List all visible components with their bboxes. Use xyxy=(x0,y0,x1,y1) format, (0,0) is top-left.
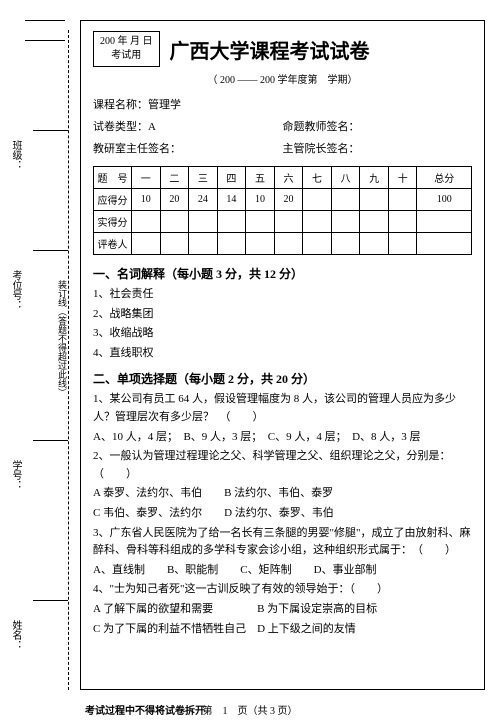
score-cell: 六 xyxy=(274,167,303,189)
sec1-item: 3、收缩战略 xyxy=(93,325,472,343)
dean-label: 主管院长签名： xyxy=(283,140,473,156)
score-cell: 二 xyxy=(160,167,189,189)
score-row-label: 评卷人 xyxy=(94,233,132,255)
score-cell xyxy=(331,211,360,233)
score-cell: 14 xyxy=(217,189,246,211)
score-table: 题 号一二三四五六七八九十总分应得分102024141020100实得分评卷人 xyxy=(93,166,472,255)
score-cell xyxy=(217,211,246,233)
score-cell xyxy=(303,189,332,211)
score-row-label: 实得分 xyxy=(94,211,132,233)
score-cell: 五 xyxy=(246,167,275,189)
score-cell xyxy=(388,211,417,233)
score-cell xyxy=(246,211,275,233)
label-xingming: 姓名： xyxy=(8,620,23,650)
score-cell: 三 xyxy=(189,167,218,189)
score-row-label: 题 号 xyxy=(94,167,132,189)
score-cell xyxy=(417,211,472,233)
title-row: 200 年 月 日 考试用 广西大学课程考试试卷 xyxy=(93,31,472,67)
sec1-item: 1、社会责任 xyxy=(93,286,472,304)
q3: 3、广东省人民医院为了给一名长有三条腿的男婴"修腿"，成立了由放射科、麻醉科、骨… xyxy=(93,525,472,560)
line-banji xyxy=(33,130,68,131)
score-cell xyxy=(388,233,417,255)
line-xuehao xyxy=(33,440,68,441)
score-cell xyxy=(160,211,189,233)
score-cell: 一 xyxy=(132,167,161,189)
sign-line: 教研室主任签名： 主管院长签名： xyxy=(93,140,472,156)
main-title: 广西大学课程考试试卷 xyxy=(170,35,370,64)
score-cell xyxy=(360,189,389,211)
score-cell xyxy=(331,189,360,211)
score-cell: 10 xyxy=(246,189,275,211)
section2-title: 二、单项选择题（每小题 2 分，共 20 分） xyxy=(93,370,472,387)
score-cell: 总分 xyxy=(417,167,472,189)
sec1-item: 4、直线职权 xyxy=(93,345,472,363)
label-xuehao: 学号： xyxy=(8,460,23,490)
exam-page: 200 年 月 日 考试用 广西大学课程考试试卷 （ 200 —— 200 学年… xyxy=(80,20,485,690)
score-cell: 24 xyxy=(189,189,218,211)
q4-opt-a: A 了解下属的欲望和需要 B 为下属设定崇高的目标 xyxy=(93,601,472,619)
score-cell: 20 xyxy=(274,189,303,211)
q3-options: A、直线制 B、职能制 C、矩阵制 D、事业部制 xyxy=(93,562,472,580)
score-cell: 十 xyxy=(388,167,417,189)
q1: 1、某公司有员工 64 人，假设管理幅度为 8 人，该公司的管理人员应为多少人？… xyxy=(93,391,472,426)
q2: 2、一般认为管理过程理论之父、科学管理之父、组织理论之父，分别是： （ ） xyxy=(93,448,472,483)
score-cell: 九 xyxy=(360,167,389,189)
q1-options: A、10 人，4 层； B、9 人，3 层； C、9 人，4 层； D、8 人，… xyxy=(93,429,472,447)
label-kaohao: 考位号： xyxy=(8,270,23,310)
section1-title: 一、名词解释（每小题 3 分，共 12 分） xyxy=(93,265,472,282)
date-box: 200 年 月 日 考试用 xyxy=(93,31,160,67)
score-cell xyxy=(160,233,189,255)
score-cell xyxy=(388,189,417,211)
top-rule-2 xyxy=(25,40,65,41)
score-cell: 10 xyxy=(132,189,161,211)
q2-opt-b: C 韦伯、泰罗、法约尔 D 法约尔、泰罗、韦伯 xyxy=(93,505,472,523)
score-cell xyxy=(303,233,332,255)
score-cell xyxy=(360,233,389,255)
paper-type-label: 试卷类型： xyxy=(93,121,148,133)
teacher-label: 命题教师签名： xyxy=(283,118,473,134)
score-cell: 八 xyxy=(331,167,360,189)
score-cell xyxy=(189,211,218,233)
course-line: 课程名称： 管理学 xyxy=(93,96,472,112)
date-line1: 200 年 月 日 xyxy=(100,35,153,49)
semester: （ 200 —— 200 学年度第 学期） xyxy=(93,71,472,86)
score-cell: 100 xyxy=(417,189,472,211)
score-cell: 20 xyxy=(160,189,189,211)
q4-opt-b: C 为了下属的利益不惜牺牲自己 D 上下级之间的友情 xyxy=(93,621,472,639)
type-line: 试卷类型：A 命题教师签名： xyxy=(93,118,472,134)
page-number: 第 1 页（共 3 页） xyxy=(0,702,500,717)
score-cell xyxy=(417,233,472,255)
office-label: 教研室主任签名： xyxy=(93,140,283,156)
score-cell xyxy=(132,233,161,255)
binding-text: 装订线（答题不得超过此线） xyxy=(56,280,69,397)
label-banji: 班级： xyxy=(8,140,23,170)
score-cell xyxy=(189,233,218,255)
score-cell xyxy=(360,211,389,233)
score-cell xyxy=(132,211,161,233)
score-cell: 四 xyxy=(217,167,246,189)
score-cell xyxy=(303,211,332,233)
course-label: 课程名称： xyxy=(93,96,148,112)
score-cell xyxy=(274,211,303,233)
date-line2: 考试用 xyxy=(100,49,153,63)
side-labels: 班级： 考位号： 学号： 姓名： xyxy=(8,40,26,680)
q4: 4、"士为知己者死"这一古训反映了有效的领导始于：（ ） xyxy=(93,581,472,599)
score-cell xyxy=(246,233,275,255)
line-kaohao xyxy=(33,250,68,251)
score-cell xyxy=(331,233,360,255)
course-name: 管理学 xyxy=(148,96,181,112)
sec1-item: 2、战略集团 xyxy=(93,306,472,324)
score-cell xyxy=(217,233,246,255)
paper-type: A xyxy=(148,121,156,133)
line-xingming xyxy=(33,600,68,601)
q2-opt-a: A 泰罗、法约尔、韦伯 B 法约尔、韦伯、泰罗 xyxy=(93,485,472,503)
top-rule-1 xyxy=(25,20,65,21)
score-cell: 七 xyxy=(303,167,332,189)
score-row-label: 应得分 xyxy=(94,189,132,211)
score-cell xyxy=(274,233,303,255)
